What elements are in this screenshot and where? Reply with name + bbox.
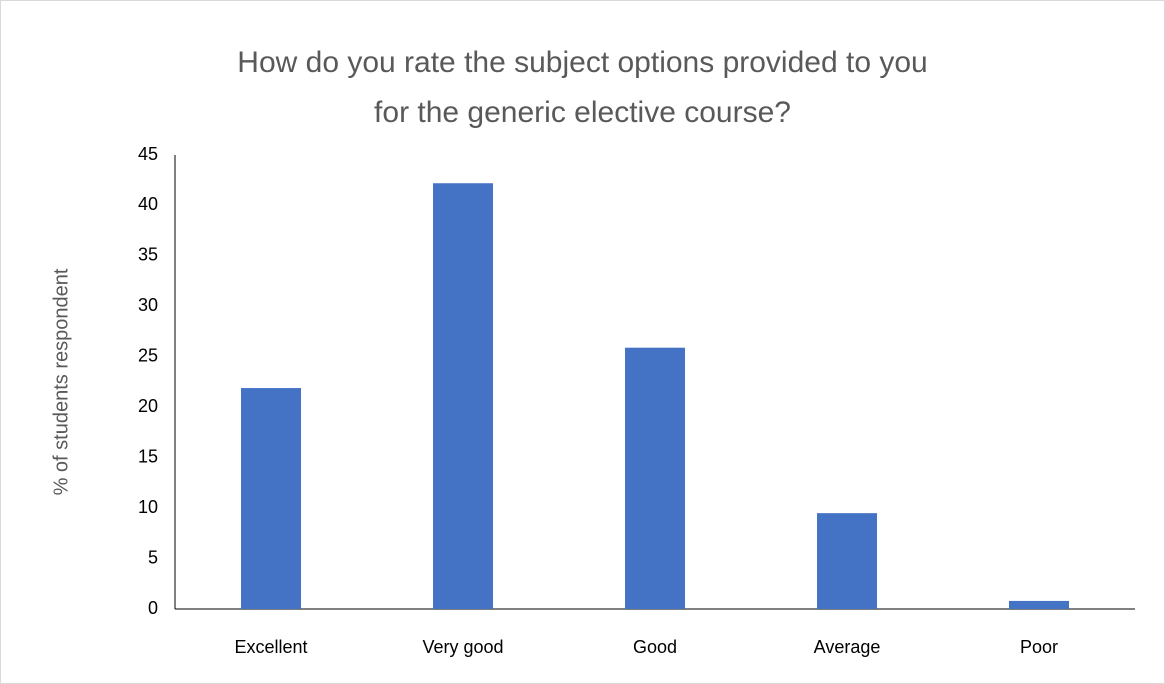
bar [625,347,685,609]
bar [1009,600,1069,609]
chart-title: How do you rate the subject options prov… [237,46,928,129]
bar [817,513,877,609]
y-tick-label: 15 [138,446,158,466]
x-tick-label: Good [633,637,677,657]
y-tick-label: 25 [138,346,158,366]
y-tick-label: 35 [138,245,158,265]
bar [433,183,493,609]
y-tick-label: 45 [138,144,158,164]
y-tick-label: 10 [138,497,158,517]
bar [241,388,301,609]
x-tick-label: Average [814,637,881,657]
y-axis-label: % of students respondent [50,268,72,495]
y-tick-label: 30 [138,295,158,315]
x-tick-label: Very good [422,637,503,657]
y-tick-label: 40 [138,194,158,214]
y-tick-label: 20 [138,396,158,416]
x-tick-label: Excellent [234,637,307,657]
y-tick-label: 0 [148,598,158,618]
x-tick-label: Poor [1020,637,1058,657]
y-tick-label: 5 [148,547,158,567]
